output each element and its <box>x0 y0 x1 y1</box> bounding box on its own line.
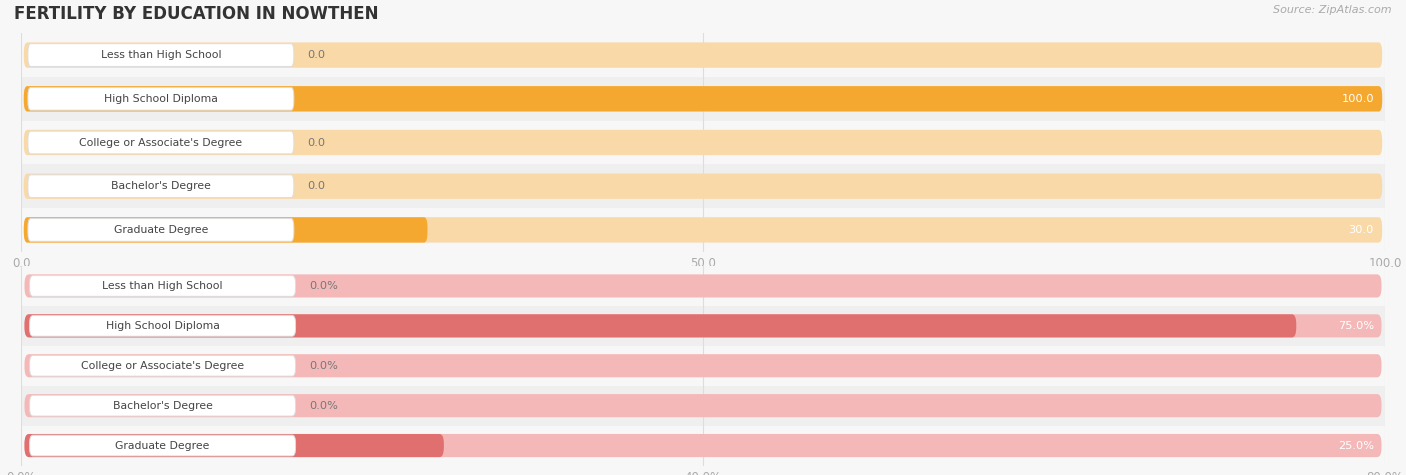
FancyBboxPatch shape <box>30 355 295 376</box>
FancyBboxPatch shape <box>24 275 1382 297</box>
Bar <box>21 386 1385 426</box>
FancyBboxPatch shape <box>24 434 444 457</box>
FancyBboxPatch shape <box>30 395 295 416</box>
FancyBboxPatch shape <box>24 42 1382 68</box>
FancyBboxPatch shape <box>24 434 1382 457</box>
Text: 0.0%: 0.0% <box>309 400 337 411</box>
FancyBboxPatch shape <box>24 217 1382 243</box>
Text: Bachelor's Degree: Bachelor's Degree <box>112 400 212 411</box>
FancyBboxPatch shape <box>30 435 295 456</box>
FancyBboxPatch shape <box>28 175 294 198</box>
Text: 0.0: 0.0 <box>308 50 326 60</box>
Text: College or Associate's Degree: College or Associate's Degree <box>79 137 242 148</box>
Text: 0.0: 0.0 <box>308 137 326 148</box>
Text: 0.0%: 0.0% <box>309 361 337 371</box>
FancyBboxPatch shape <box>24 314 1382 337</box>
Text: High School Diploma: High School Diploma <box>105 321 219 331</box>
Text: 25.0%: 25.0% <box>1339 440 1374 451</box>
FancyBboxPatch shape <box>30 276 295 296</box>
Bar <box>21 306 1385 346</box>
Text: 75.0%: 75.0% <box>1339 321 1374 331</box>
FancyBboxPatch shape <box>24 314 1296 337</box>
FancyBboxPatch shape <box>28 44 294 66</box>
Text: 100.0: 100.0 <box>1341 94 1374 104</box>
Text: Less than High School: Less than High School <box>103 281 222 291</box>
FancyBboxPatch shape <box>24 173 1382 199</box>
Bar <box>21 77 1385 121</box>
FancyBboxPatch shape <box>28 218 294 241</box>
FancyBboxPatch shape <box>24 394 1382 417</box>
Bar <box>21 164 1385 208</box>
Text: College or Associate's Degree: College or Associate's Degree <box>82 361 245 371</box>
FancyBboxPatch shape <box>30 315 295 336</box>
Text: Source: ZipAtlas.com: Source: ZipAtlas.com <box>1274 5 1392 15</box>
Text: FERTILITY BY EDUCATION IN NOWTHEN: FERTILITY BY EDUCATION IN NOWTHEN <box>14 5 378 23</box>
Text: 30.0: 30.0 <box>1348 225 1374 235</box>
Text: High School Diploma: High School Diploma <box>104 94 218 104</box>
Text: 0.0%: 0.0% <box>309 281 337 291</box>
FancyBboxPatch shape <box>24 86 1382 112</box>
Text: Graduate Degree: Graduate Degree <box>114 225 208 235</box>
FancyBboxPatch shape <box>24 86 1382 112</box>
FancyBboxPatch shape <box>28 131 294 154</box>
FancyBboxPatch shape <box>24 130 1382 155</box>
Text: 0.0: 0.0 <box>308 181 326 191</box>
FancyBboxPatch shape <box>28 87 294 110</box>
Text: Less than High School: Less than High School <box>101 50 221 60</box>
Text: Bachelor's Degree: Bachelor's Degree <box>111 181 211 191</box>
FancyBboxPatch shape <box>24 354 1382 377</box>
FancyBboxPatch shape <box>24 217 427 243</box>
Text: Graduate Degree: Graduate Degree <box>115 440 209 451</box>
